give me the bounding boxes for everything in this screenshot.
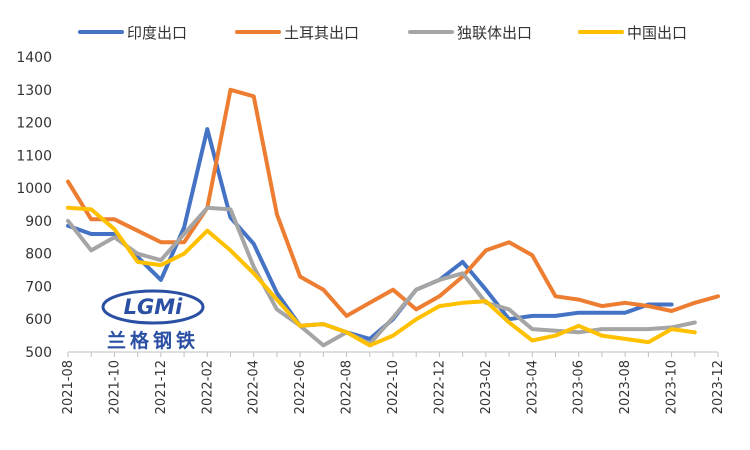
x-tick-label: 2023-02 bbox=[479, 360, 494, 414]
y-tick-label: 700 bbox=[25, 279, 52, 295]
x-tick-label: 2023-04 bbox=[525, 360, 540, 414]
y-tick-label: 1200 bbox=[16, 116, 52, 132]
company-logo: LGMi bbox=[101, 289, 205, 325]
x-tick-label: 2022-08 bbox=[340, 360, 355, 414]
y-tick-label: 500 bbox=[25, 345, 52, 361]
legend: 印度出口 土耳其出口 独联体出口 中国出口 bbox=[78, 24, 687, 42]
x-tick-label: 2023-12 bbox=[711, 360, 726, 414]
y-tick-label: 1300 bbox=[16, 83, 52, 99]
y-axis: 500 600 700 800 900 1000 1100 1200 1300 1400 bbox=[16, 50, 52, 361]
y-tick-label: 1000 bbox=[16, 181, 52, 197]
x-tick-label: 2022-02 bbox=[200, 360, 215, 414]
legend-label: 中国出口 bbox=[627, 24, 687, 42]
y-tick-label: 800 bbox=[25, 247, 52, 263]
company-watermark: LGMi 兰格钢铁 bbox=[101, 289, 205, 352]
x-tick-label: 2022-06 bbox=[293, 360, 308, 414]
y-tick-label: 600 bbox=[25, 312, 52, 328]
series-line-2 bbox=[66, 87, 720, 318]
x-tick-label: 2023-06 bbox=[572, 360, 587, 414]
y-tick-label: 1400 bbox=[16, 50, 52, 66]
x-tick-label: 2023-08 bbox=[618, 360, 633, 414]
x-tick-label: 2021-08 bbox=[61, 360, 76, 414]
x-tick-label: 2022-12 bbox=[432, 360, 447, 414]
y-tick-label: 900 bbox=[25, 214, 52, 230]
legend-label: 独联体出口 bbox=[457, 24, 532, 42]
series-line-4 bbox=[66, 205, 697, 348]
series-group bbox=[66, 87, 720, 348]
x-tick-label: 2021-10 bbox=[107, 360, 122, 414]
legend-label: 土耳其出口 bbox=[284, 24, 359, 42]
x-tick-label: 2022-10 bbox=[386, 360, 401, 414]
x-axis: 2021-08 2021-10 2021-12 2022-02 2022-04 2022-… bbox=[61, 351, 726, 414]
x-tick-label: 2021-12 bbox=[154, 360, 169, 414]
legend-label: 印度出口 bbox=[127, 24, 187, 42]
y-tick-label: 1100 bbox=[16, 148, 52, 164]
svg-text:LGMi: LGMi bbox=[124, 295, 184, 319]
x-tick-label: 2022-04 bbox=[247, 360, 262, 414]
x-tick-label: 2023-10 bbox=[665, 360, 680, 414]
company-name: 兰格钢铁 bbox=[107, 329, 199, 352]
